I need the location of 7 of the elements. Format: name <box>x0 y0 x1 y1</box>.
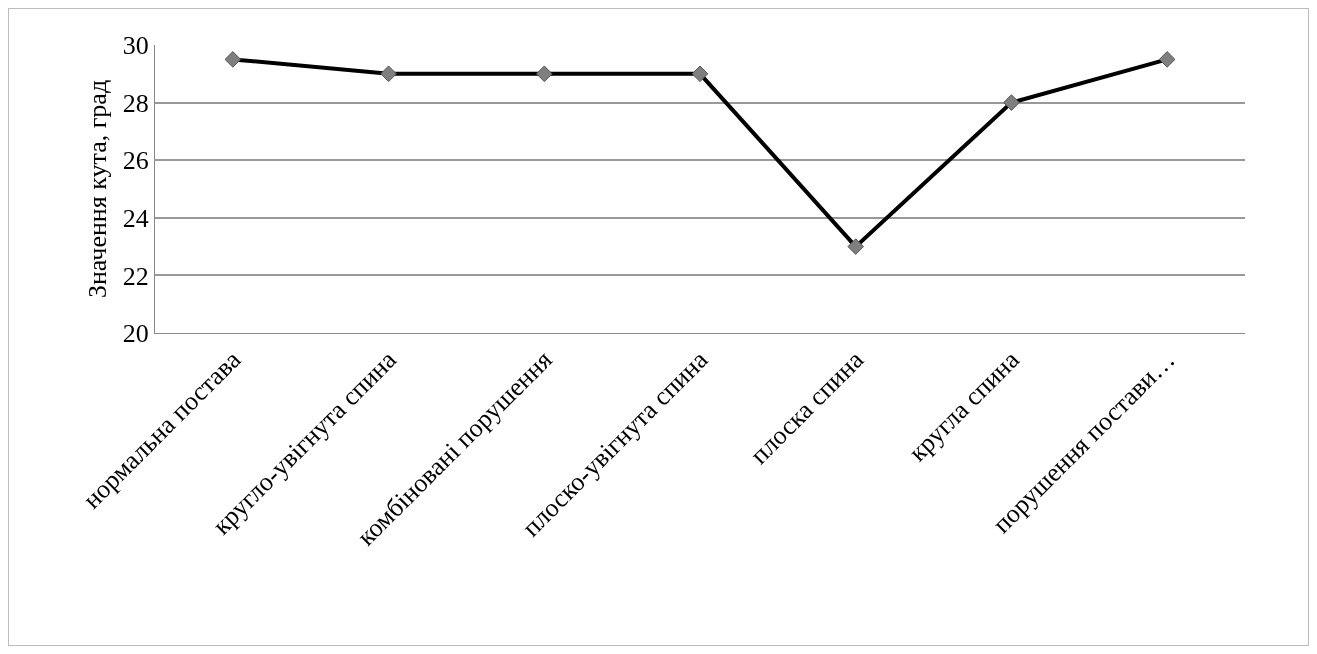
y-tick-label: 28 <box>122 88 149 118</box>
y-tick-label: 20 <box>122 319 149 349</box>
y-axis-title: Значення кута, град <box>83 79 113 299</box>
y-tick-label: 26 <box>122 146 149 176</box>
y-tick-label: 24 <box>122 203 149 233</box>
y-tick-label: 30 <box>122 31 149 61</box>
y-tick-label: 22 <box>122 261 149 291</box>
